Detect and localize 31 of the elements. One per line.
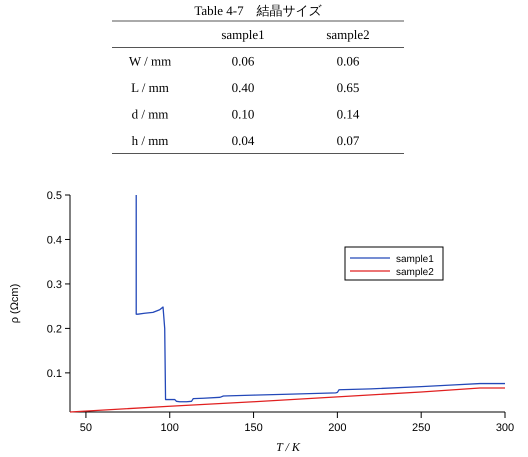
y-tick-label: 0.1	[46, 368, 62, 380]
y-tick-label: 0.2	[46, 323, 62, 336]
text: 0.14	[336, 106, 360, 122]
x-axis-title: T / K	[276, 440, 301, 454]
legend-label: sample2	[396, 267, 434, 278]
text: 0.40	[232, 80, 254, 95]
text: 0.65	[336, 80, 360, 95]
x-tick-label: 300	[496, 422, 514, 434]
x-tick-label: 100	[160, 422, 179, 434]
category-label: L / mm	[131, 80, 169, 95]
category-label: sample2	[326, 27, 370, 42]
category-label: h / mm	[132, 133, 168, 148]
y-tick-label: 0.5	[46, 190, 62, 202]
category-label: sample1	[221, 27, 265, 42]
y-axis-title: ρ (Ωcm)	[9, 284, 21, 324]
text: 0.06	[336, 54, 360, 68]
y-tick-label: 0.3	[46, 278, 62, 291]
text: 0.07	[336, 133, 360, 148]
text: 0.10	[232, 106, 254, 122]
x-tick-label: 200	[328, 422, 347, 434]
legend-label: sample1	[396, 254, 434, 265]
category-label: W / mm	[128, 54, 172, 68]
text: 0.04	[232, 133, 254, 148]
x-tick-label: 150	[244, 422, 263, 434]
category-label: d / mm	[132, 106, 168, 122]
x-tick-label: 50	[80, 422, 92, 434]
line-series	[136, 194, 506, 402]
x-tick-label: 250	[412, 422, 430, 434]
y-tick-label: 0.4	[46, 234, 62, 246]
text: 0.06	[232, 54, 254, 68]
text: Table 4-7 結晶サイズ	[194, 3, 323, 18]
